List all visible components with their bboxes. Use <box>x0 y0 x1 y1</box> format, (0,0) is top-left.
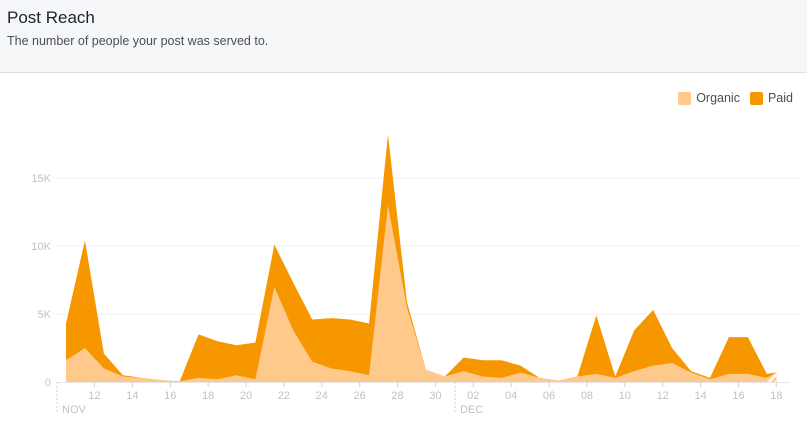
x-tick-label: 10 <box>619 390 631 402</box>
x-tick-label: 12 <box>88 390 100 402</box>
x-tick-label: 14 <box>126 390 138 402</box>
x-tick-label: 06 <box>543 390 555 402</box>
legend-item-organic[interactable]: Organic <box>678 91 740 105</box>
x-tick-label: 02 <box>467 390 479 402</box>
organic-area <box>66 205 767 382</box>
x-tick-label: 16 <box>164 390 176 402</box>
x-tick-label: 22 <box>278 390 290 402</box>
x-tick-label: 18 <box>770 390 782 402</box>
partial-data-area <box>766 372 777 382</box>
y-tick-label: 10K <box>31 241 51 253</box>
grid-lines <box>58 177 800 315</box>
chart-title: Post Reach <box>7 8 95 27</box>
paid-area <box>66 134 777 382</box>
y-tick-label: 15K <box>31 173 51 185</box>
y-tick-label: 0 <box>45 377 51 389</box>
x-tick-label: 24 <box>316 390 328 402</box>
x-tick-label: 08 <box>581 390 593 402</box>
legend-label-organic: Organic <box>696 91 740 105</box>
chart-areas <box>66 134 777 382</box>
chart-legend: Organic Paid <box>678 91 793 105</box>
y-axis: 0 5K 10K 15K <box>31 173 51 389</box>
x-tick-label: 18 <box>202 390 214 402</box>
x-tick-label: 16 <box>732 390 744 402</box>
x-axis: 12 14 16 18 20 22 24 26 28 30 02 04 06 08 10 12 14 16 18 NO… <box>56 382 790 416</box>
x-tick-label: 30 <box>429 390 441 402</box>
legend-label-paid: Paid <box>767 91 793 105</box>
x-tick-label: 20 <box>240 390 252 402</box>
month-label-dec: DEC <box>460 404 483 416</box>
x-tick-label: 26 <box>354 390 366 402</box>
x-tick-label: 12 <box>657 390 669 402</box>
x-tick-label: 04 <box>505 390 517 402</box>
month-label-nov: NOV <box>62 404 87 416</box>
chart-subtitle: The number of people your post was serve… <box>7 34 269 48</box>
paid-swatch-icon <box>749 91 763 105</box>
y-tick-label: 5K <box>38 309 52 321</box>
chart-header: Post Reach The number of people your pos… <box>0 0 807 73</box>
legend-item-paid[interactable]: Paid <box>749 91 793 105</box>
x-tick-label: 28 <box>391 390 403 402</box>
x-tick-label: 14 <box>694 390 706 402</box>
organic-swatch-icon <box>678 91 692 105</box>
